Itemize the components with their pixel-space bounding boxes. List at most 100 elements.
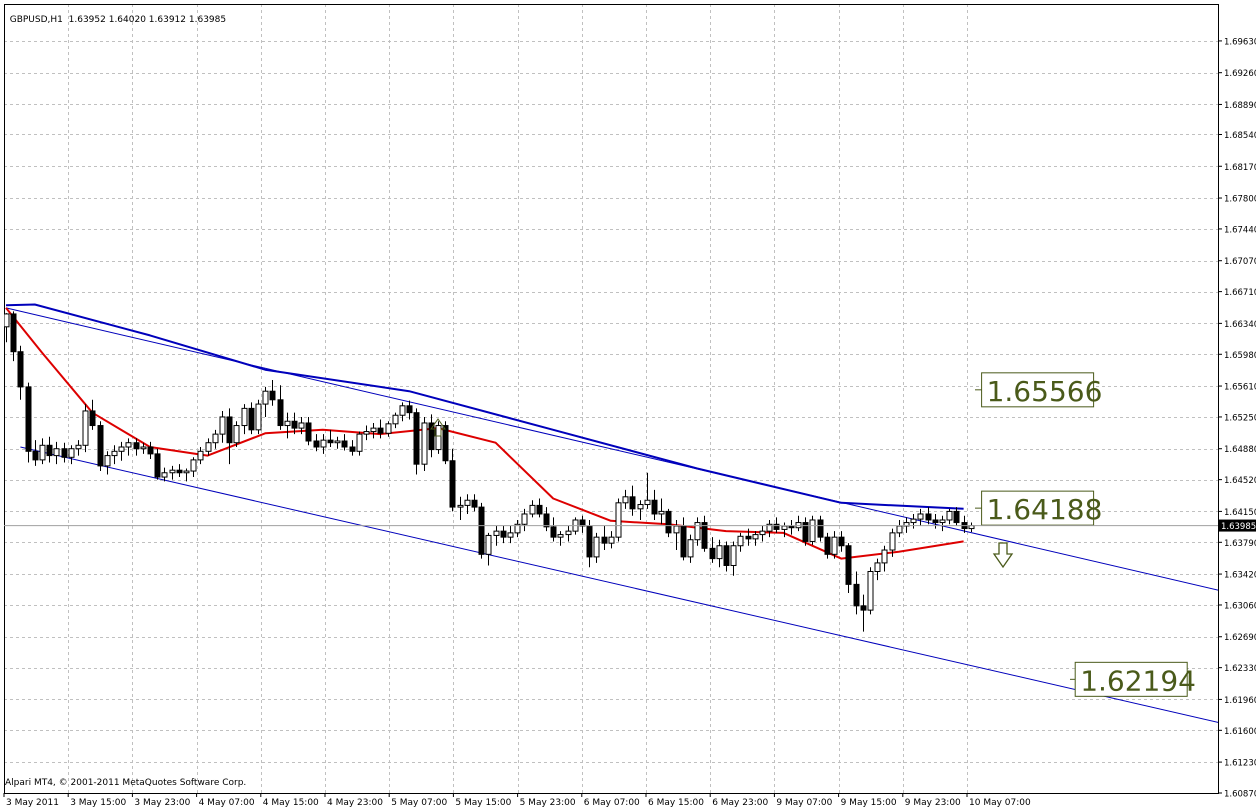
candle xyxy=(313,434,320,452)
candle xyxy=(75,440,82,456)
candle-body-bull xyxy=(262,390,269,405)
candle-body-bull xyxy=(881,549,888,564)
candle xyxy=(161,467,168,482)
candle xyxy=(17,345,24,400)
candle-body-bull xyxy=(356,433,363,452)
candle xyxy=(435,421,442,454)
candle xyxy=(255,399,262,435)
candle-body-bear xyxy=(953,510,960,524)
candle xyxy=(687,534,694,563)
candle xyxy=(89,399,96,430)
candle-body-bear xyxy=(838,536,845,547)
candle xyxy=(176,464,183,478)
candle xyxy=(457,496,464,520)
grid-x xyxy=(68,4,968,793)
x-tick-label: 4 May 23:00 xyxy=(327,798,383,808)
candle-body-bear xyxy=(349,446,356,452)
candle-body-bull xyxy=(694,522,701,541)
candle xyxy=(305,416,312,446)
candle xyxy=(932,513,939,529)
price-label-box xyxy=(981,490,1095,526)
candle xyxy=(10,311,17,362)
candle-body-bear xyxy=(471,499,478,508)
y-tick-label: 1.68170 xyxy=(1224,163,1256,173)
candle-body-bear xyxy=(133,442,140,450)
price-label: 1.64188 xyxy=(975,490,1102,526)
candle-body-bear xyxy=(442,425,449,462)
candle-body-bear xyxy=(860,605,867,611)
candle xyxy=(579,515,586,533)
candle-body-bull xyxy=(809,519,816,542)
candle-body-bull xyxy=(219,416,226,435)
up-arrow-icon xyxy=(430,418,446,437)
x-tick-label: 9 May 07:00 xyxy=(776,798,832,808)
y-tick-label: 1.61960 xyxy=(1224,696,1256,706)
x-tick-label: 9 May 15:00 xyxy=(841,798,897,808)
candle-body-bull xyxy=(183,470,190,474)
candle xyxy=(896,519,903,538)
copyright-footer: Alpari MT4, © 2001-2011 MetaQuotes Softw… xyxy=(5,778,247,788)
x-tick-label: 10 May 07:00 xyxy=(969,798,1031,808)
candle xyxy=(853,571,860,615)
candle-body-bull xyxy=(565,530,572,536)
candle xyxy=(831,531,838,559)
candle-body-bear xyxy=(845,545,852,585)
candle-body-bull xyxy=(75,444,82,450)
candle xyxy=(953,507,960,526)
candle-body-bull xyxy=(593,536,600,558)
candle-body-bear xyxy=(46,444,53,457)
x-tick-label: 9 May 23:00 xyxy=(905,798,961,808)
y-tick-label: 1.68540 xyxy=(1224,131,1256,141)
candle xyxy=(284,412,291,439)
candle-body-bear xyxy=(313,440,320,448)
candle-body-bull xyxy=(169,469,176,474)
candle xyxy=(694,517,701,546)
symbol-timeframe: GBPUSD,H1 xyxy=(9,15,63,25)
candle-body-bear xyxy=(147,446,154,455)
candle xyxy=(629,485,636,516)
candle-body-bull xyxy=(212,433,219,444)
candle-body-bear xyxy=(97,425,104,467)
candle-body-bull xyxy=(896,525,903,534)
x-axis: 3 May 2011 3 May 15:00 3 May 23:00 4 May 07… xyxy=(3,793,1031,808)
y-tick-label: 1.61230 xyxy=(1224,759,1256,769)
candle-body-bear xyxy=(629,496,636,510)
candle xyxy=(233,421,240,448)
y-tick-label: 1.66710 xyxy=(1224,288,1256,298)
candle-body-bear xyxy=(550,526,557,538)
y-tick-label: 1.67800 xyxy=(1224,195,1256,205)
y-tick-label: 1.63060 xyxy=(1224,601,1256,611)
candle-body-bull xyxy=(140,446,147,450)
y-tick-label: 1.61600 xyxy=(1224,727,1256,737)
candle xyxy=(665,508,672,538)
candle-body-bear xyxy=(745,535,752,540)
y-tick-label: 1.63420 xyxy=(1224,571,1256,581)
candle-body-bull xyxy=(507,532,514,538)
ohlc-values: 1.63952 1.64020 1.63912 1.63985 xyxy=(68,15,227,25)
candle-body-bull xyxy=(255,403,262,431)
channel-line xyxy=(20,446,1218,723)
candle-body-bear xyxy=(89,410,96,427)
y-tick-label: 1.62690 xyxy=(1224,633,1256,643)
candle-body-bear xyxy=(341,440,348,448)
candle-body-bull xyxy=(385,423,392,434)
candle xyxy=(147,441,154,460)
x-tick-label: 3 May 2011 xyxy=(6,798,59,808)
price-label: 1.62194 xyxy=(1070,661,1196,697)
candle-body-bull xyxy=(889,532,896,551)
candle xyxy=(514,519,521,538)
candle xyxy=(205,438,212,456)
price-label-text: 1.65566 xyxy=(987,375,1103,408)
candle xyxy=(334,436,341,449)
candle xyxy=(716,539,723,568)
candle xyxy=(550,517,557,542)
candle-body-bull xyxy=(205,442,212,452)
candle-body-bull xyxy=(644,499,651,506)
candle xyxy=(212,429,219,449)
candle-body-bull xyxy=(392,414,399,425)
candle-body-bull xyxy=(615,502,622,538)
candle-body-bear xyxy=(377,427,384,434)
candle xyxy=(478,502,485,559)
y-tick-label: 1.65980 xyxy=(1224,351,1256,361)
plot-area: 1.65566 1.64188 1.62194 xyxy=(4,303,1218,723)
